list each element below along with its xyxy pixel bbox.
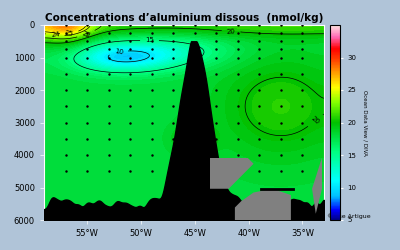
Polygon shape (210, 158, 254, 189)
Text: 20: 20 (183, 126, 194, 136)
Text: 25: 25 (65, 30, 74, 37)
Polygon shape (235, 189, 291, 220)
Text: 24: 24 (50, 32, 60, 38)
Polygon shape (312, 158, 322, 214)
Text: Ocean Data View / DIVA: Ocean Data View / DIVA (362, 90, 368, 156)
Title: Concentrations d’aluminium dissous  (nmol/kg): Concentrations d’aluminium dissous (nmol… (45, 13, 323, 23)
Text: 10: 10 (114, 48, 124, 56)
Text: 20: 20 (226, 28, 236, 34)
Text: 20: 20 (310, 115, 320, 125)
Text: 22: 22 (81, 30, 91, 38)
Text: 15: 15 (145, 37, 154, 44)
Text: ©Lise Artigue: ©Lise Artigue (327, 213, 370, 218)
